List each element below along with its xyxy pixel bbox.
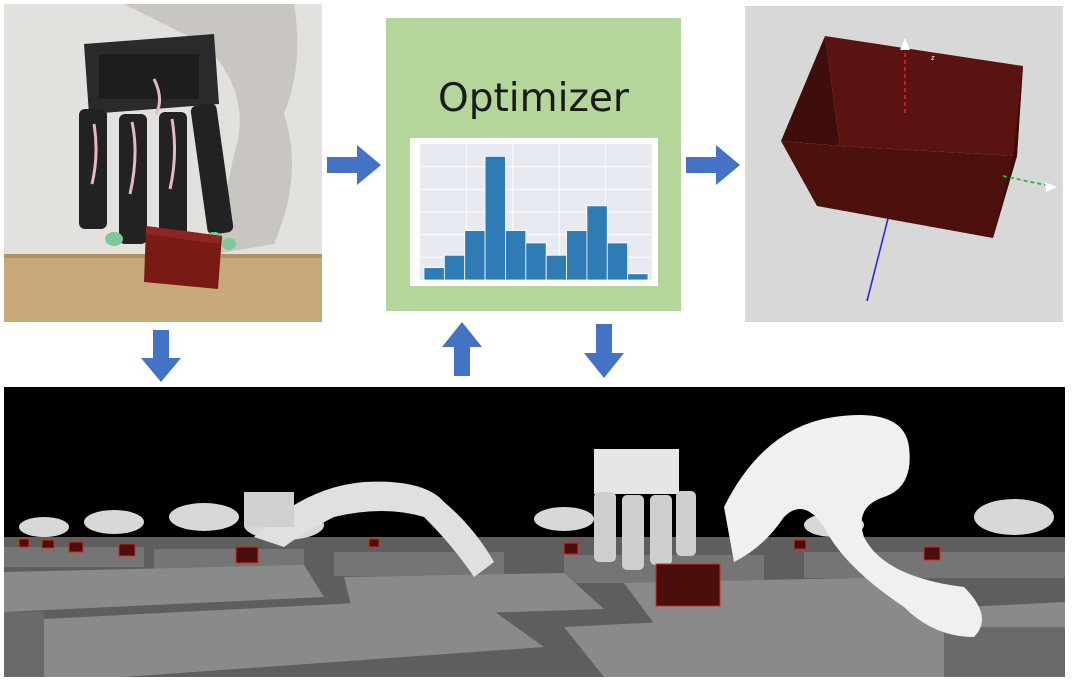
histogram-bar-8 [566, 230, 588, 281]
optimizer-box: Optimizer [386, 18, 681, 311]
histogram-svg [420, 144, 652, 281]
simulation-environments [4, 387, 1065, 677]
histogram-chart [410, 138, 658, 286]
sim-cube-main [655, 563, 721, 607]
arrow-down-from-optimizer [584, 324, 624, 378]
object-render-panel: z [745, 6, 1063, 322]
histogram-bar-9 [586, 205, 608, 281]
arrow-right-to-optimizer [327, 145, 381, 185]
histogram-bar-5 [505, 230, 527, 281]
robot-hand-photo [4, 4, 322, 322]
histogram-bar-1 [423, 267, 445, 281]
cube-top [825, 36, 1023, 156]
histogram-bar-2 [443, 254, 466, 281]
optimizer-title: Optimizer [438, 76, 629, 121]
x-axis-line [1002, 175, 1051, 187]
axis-label: z [931, 54, 935, 62]
arrow-down-to-simulation [141, 330, 181, 382]
histogram-bar-4 [484, 155, 506, 281]
axis-arrow-icon [900, 38, 910, 50]
histogram-bar-6 [525, 242, 547, 281]
arrow-right-to-render [686, 145, 740, 185]
histogram-bar-7 [545, 254, 567, 281]
histogram-bar-10 [606, 242, 629, 281]
histogram-bar-3 [464, 230, 486, 281]
histogram-bar-11 [627, 273, 649, 281]
arrow-up-to-optimizer [442, 322, 482, 376]
